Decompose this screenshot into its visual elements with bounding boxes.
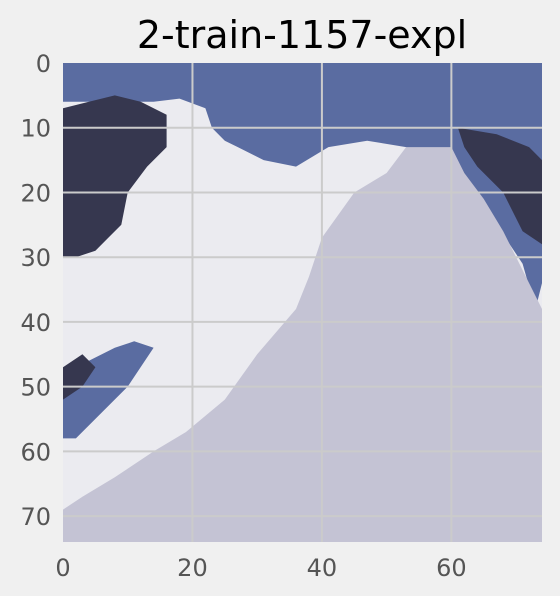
heatmap-region-dark-2 — [63, 95, 167, 258]
chart-title: 2-train-1157-expl — [137, 13, 467, 57]
heatmap-region-blue-0 — [63, 63, 542, 309]
heatmap-region-medium-5 — [63, 147, 542, 542]
heatmap-region-dark-4 — [63, 354, 96, 400]
y-tick-label: 60 — [20, 438, 51, 466]
y-tick-label: 50 — [20, 374, 51, 402]
y-tick-label: 10 — [20, 115, 51, 143]
grid-lines — [63, 63, 542, 542]
y-axis-ticks: 0 10 20 30 40 50 60 70 — [20, 50, 51, 531]
y-tick-label: 20 — [20, 179, 51, 207]
x-tick-label: 40 — [307, 554, 338, 582]
x-tick-label: 60 — [436, 554, 467, 582]
y-tick-label: 40 — [20, 309, 51, 337]
x-tick-label: 20 — [177, 554, 208, 582]
heatmap-regions — [63, 63, 542, 542]
y-tick-label: 0 — [36, 50, 51, 78]
x-tick-label: 0 — [55, 554, 70, 582]
y-tick-label: 70 — [20, 503, 51, 531]
x-axis-ticks: 0 20 40 60 — [55, 554, 466, 582]
y-tick-label: 30 — [20, 244, 51, 272]
heatmap-region-dark-3 — [457, 127, 542, 245]
